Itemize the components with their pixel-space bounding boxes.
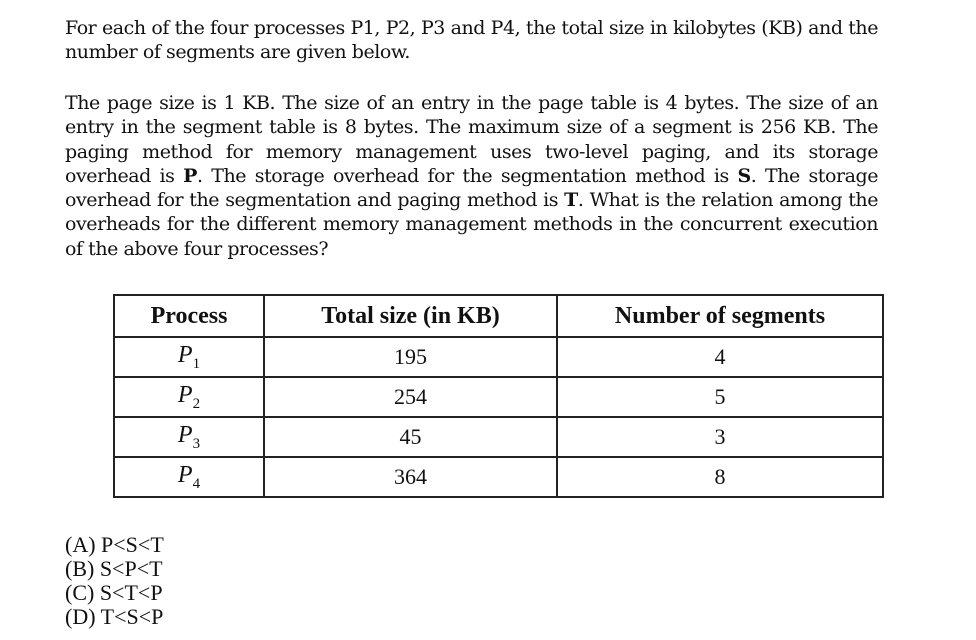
header-total-size: Total size (in KB) xyxy=(263,294,558,338)
table-row: P3 45 3 xyxy=(113,416,884,458)
process-cell: P3 xyxy=(113,416,265,458)
process-table: Process Total size (in KB) Number of seg… xyxy=(113,294,884,498)
question-intro: For each of the four processes P1, P2, P… xyxy=(65,17,878,64)
header-process: Process xyxy=(113,294,265,338)
body-text: . What is the relation among the overhea… xyxy=(65,189,878,260)
symbol-t: T xyxy=(564,189,578,212)
table-row: P2 254 5 xyxy=(113,376,884,418)
option-d[interactable]: (D) T<S<P xyxy=(65,604,164,629)
segments-cell: 3 xyxy=(556,416,884,458)
table-header-row: Process Total size (in KB) Number of seg… xyxy=(113,294,884,338)
segments-cell: 4 xyxy=(556,336,884,378)
size-cell: 195 xyxy=(263,336,558,378)
size-cell: 254 xyxy=(263,376,558,418)
body-text: . The storage overhead for the segmentat… xyxy=(197,164,738,187)
body-text: The page size is 1 KB. The size of an en… xyxy=(65,92,878,187)
process-cell: P1 xyxy=(113,336,265,378)
size-cell: 364 xyxy=(263,456,558,498)
header-segments: Number of segments xyxy=(556,294,884,338)
body-text: . The storage overhead for the segmentat… xyxy=(65,164,878,212)
process-cell: P4 xyxy=(113,456,265,498)
table-row: P1 195 4 xyxy=(113,336,884,378)
symbol-s: S xyxy=(737,164,751,187)
symbol-p: P xyxy=(183,164,198,187)
option-a[interactable]: (A) P<S<T xyxy=(65,532,164,557)
process-cell: P2 xyxy=(113,376,265,418)
segments-cell: 5 xyxy=(556,376,884,418)
table-row: P4 364 8 xyxy=(113,456,884,498)
option-b[interactable]: (B) S<P<T xyxy=(65,556,163,581)
option-c[interactable]: (C) S<T<P xyxy=(65,580,163,605)
size-cell: 45 xyxy=(263,416,558,458)
answer-options: (A) P<S<T (B) S<P<T (C) S<T<P (D) T<S<P xyxy=(65,533,164,629)
question-body: The page size is 1 KB. The size of an en… xyxy=(65,91,878,261)
segments-cell: 8 xyxy=(556,456,884,498)
